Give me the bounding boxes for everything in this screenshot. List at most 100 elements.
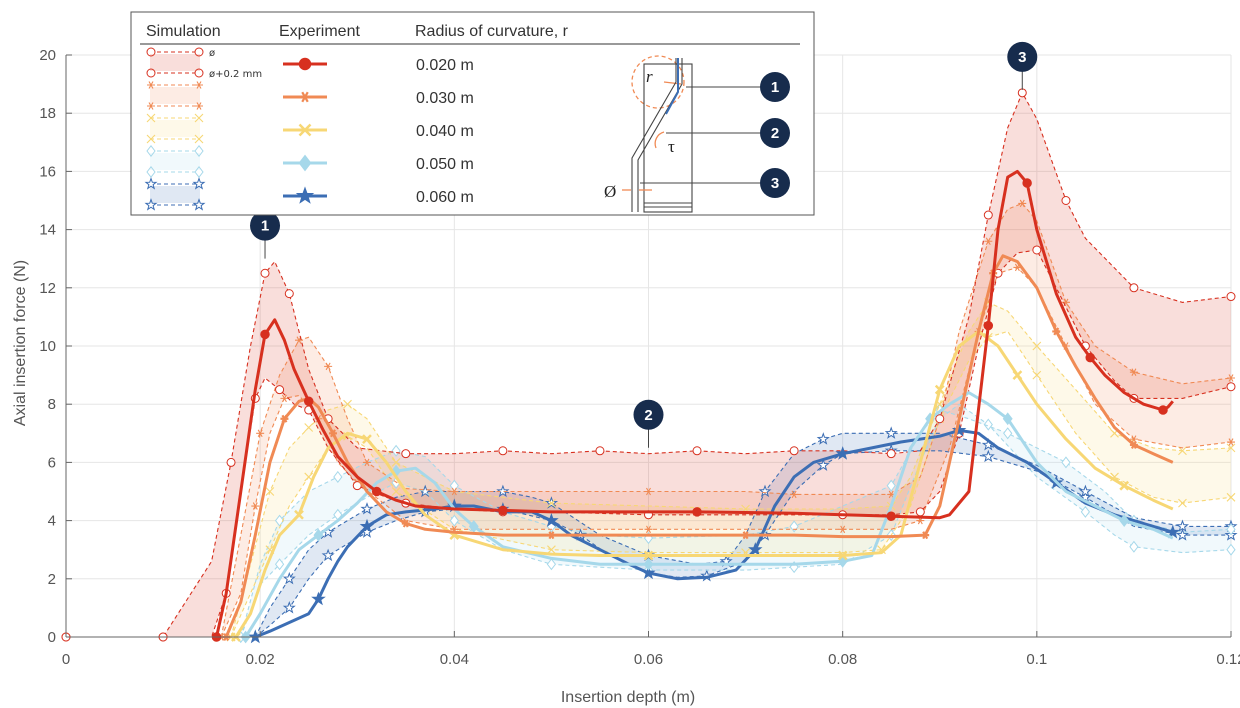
experiment-point [1119, 514, 1130, 528]
simulation-point [274, 558, 285, 571]
y-tick-label: 6 [48, 454, 56, 471]
legend-sim-marker [194, 68, 204, 78]
experiment-line-2 [234, 329, 1174, 638]
simulation-point [1178, 446, 1187, 456]
experiment-point [371, 486, 382, 497]
axes: 00.020.040.060.080.10.120246810121416182… [39, 47, 1240, 668]
simulation-point [324, 362, 333, 371]
simulation-point [360, 502, 374, 515]
legend-sim-marker [195, 102, 203, 110]
experiment-point [692, 507, 702, 517]
experiment-point [934, 384, 945, 395]
legend-sim-marker [194, 134, 204, 144]
x-tick-label: 0.1 [1026, 651, 1047, 668]
legend-sim-upper-label: ø+0.2 mm [209, 69, 262, 80]
experiment-point [498, 505, 508, 516]
simulation-point [260, 268, 270, 278]
simulation-point [1078, 484, 1092, 498]
simulation-point [1226, 382, 1236, 392]
experiment-point [641, 565, 656, 580]
simulation-point [546, 558, 557, 571]
annotation-number: 1 [261, 218, 269, 235]
simulation-band-0 [66, 92, 1231, 638]
experiment-point [1012, 370, 1023, 380]
simulation-point [284, 289, 294, 299]
callout-number-2: 2 [771, 125, 779, 142]
experiment-point [1129, 440, 1138, 449]
experiment-point [1002, 412, 1013, 426]
simulation-point [935, 414, 945, 424]
simulation-point [352, 481, 362, 491]
simulation-point [984, 237, 993, 245]
legend-exp-marker [298, 57, 312, 71]
experiment-point [328, 429, 337, 438]
simulation-point [391, 444, 401, 457]
legend-sim-marker [146, 134, 156, 144]
legend-radius-label: 0.040 m [416, 123, 474, 140]
experiment-point [1085, 352, 1095, 363]
legend-sim-marker [146, 47, 156, 57]
x-tick-label: 0.02 [246, 651, 275, 668]
y-tick-label: 12 [39, 280, 56, 297]
legend-sim-marker [192, 177, 206, 190]
experiment-point [401, 519, 410, 528]
simulation-point [1226, 523, 1236, 536]
simulation-point [758, 484, 772, 498]
tau-arc [654, 131, 665, 149]
legend-sim-band [150, 120, 200, 137]
simulation-point [1032, 341, 1042, 351]
y-tick-label: 16 [39, 163, 56, 180]
annotation-badge [250, 210, 281, 241]
experiment-point [1022, 178, 1032, 188]
simulation-point [226, 457, 236, 467]
y-tick-label: 10 [39, 338, 56, 355]
simulation-point [280, 394, 289, 403]
simulation-point [498, 446, 508, 456]
annotation-number: 2 [644, 407, 652, 424]
legend-sim-marker [194, 113, 204, 123]
annotation-badge [1007, 41, 1038, 72]
x-tick-label: 0.12 [1216, 651, 1240, 668]
simulation-point [343, 399, 352, 409]
y-tick-label: 14 [39, 222, 56, 239]
experiment-line-3 [244, 391, 1174, 638]
legend-simulation-header: Simulation [146, 23, 221, 40]
y-axis-label: Axial insertion force (N) [12, 260, 29, 426]
simulation-point [1178, 498, 1187, 508]
experiment-point [741, 531, 750, 540]
radius-circle [631, 55, 685, 109]
simulation-point [1227, 374, 1235, 382]
simulation-point [915, 507, 925, 517]
tau-label: τ [668, 137, 675, 156]
simulation-point [321, 548, 335, 562]
simulation-point [362, 458, 371, 467]
experiment-point [921, 531, 930, 540]
y-tick-label: 18 [39, 105, 56, 122]
simulation-point [1226, 492, 1236, 502]
simulation-point [1061, 456, 1071, 469]
legend-sim-band [150, 87, 200, 104]
experiment-point [835, 446, 850, 460]
simulation-point [449, 514, 459, 527]
legend-sim-marker [144, 177, 158, 190]
simulation-line-sim_upper-0 [66, 91, 1232, 638]
diameter-label: Ø [604, 182, 616, 201]
experiment-point [544, 512, 559, 527]
legend-sim-marker [195, 81, 203, 89]
vessel-inner-wall [637, 58, 683, 212]
simulation-point [1226, 443, 1236, 453]
simulation-point [1032, 245, 1042, 255]
simulation-point [983, 418, 993, 431]
callout-badge-1 [760, 72, 790, 102]
legend-sim-marker [144, 198, 158, 211]
simulation-point [644, 525, 653, 534]
experiment-point [951, 422, 967, 437]
experiment-point [311, 591, 326, 606]
simulation-point [275, 385, 285, 395]
y-tick-label: 2 [48, 571, 56, 588]
legend-radius-header: Radius of curvature, r [415, 23, 569, 40]
simulation-point [1175, 519, 1189, 533]
legend: Simulation Experiment Radius of curvatur… [130, 11, 815, 216]
x-tick-label: 0.08 [828, 651, 857, 668]
annotation-badge [633, 399, 664, 430]
